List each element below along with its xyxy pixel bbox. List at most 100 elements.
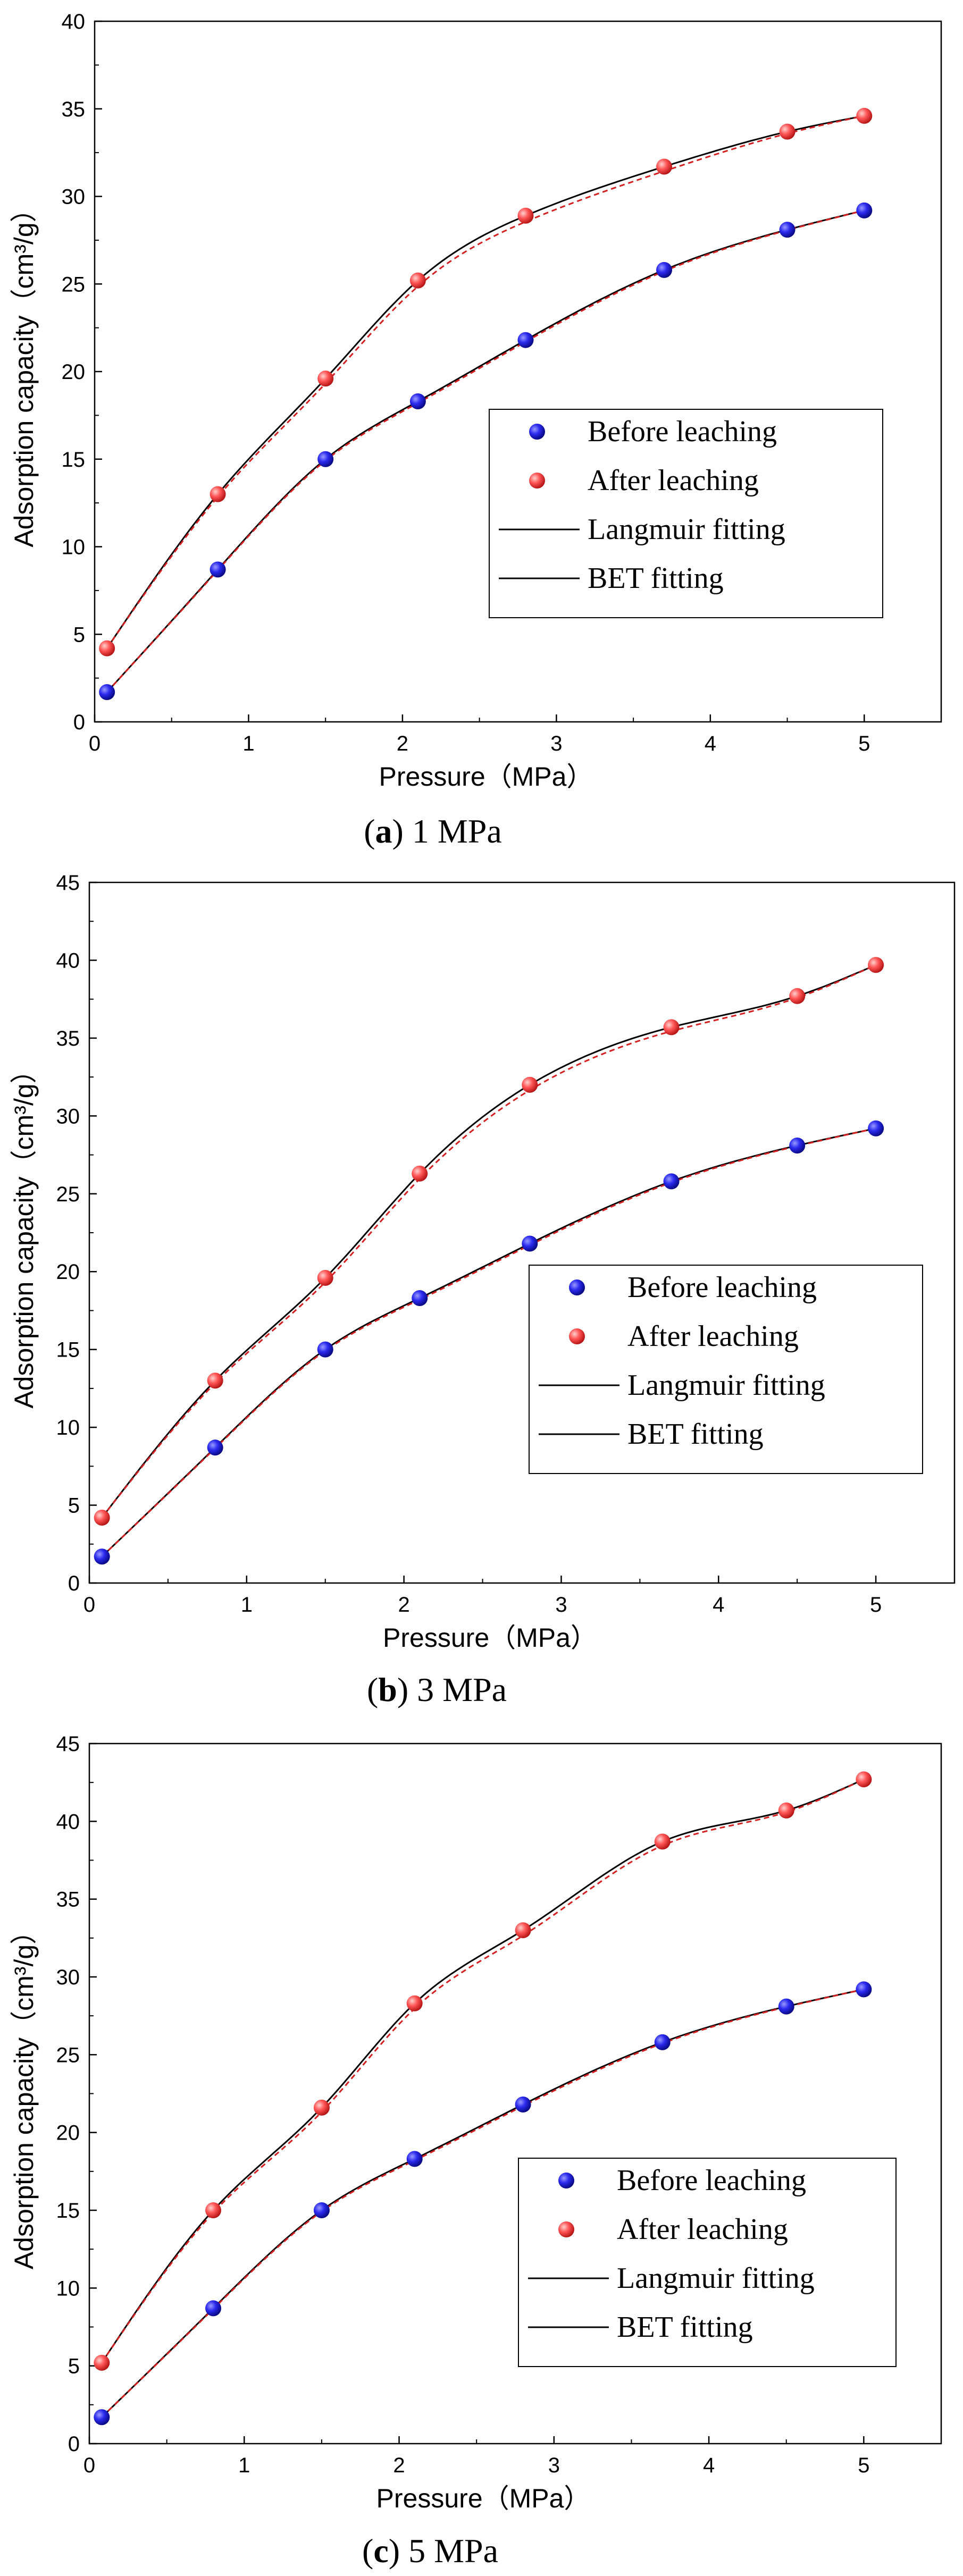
y-tick-label: 25 bbox=[56, 1183, 80, 1206]
legend-langmuir-fitting-label: Langmuir fitting bbox=[627, 1369, 825, 1402]
before-leaching-point bbox=[210, 561, 226, 578]
y-tick-label: 20 bbox=[56, 2122, 80, 2145]
x-tick-label: 0 bbox=[83, 2454, 95, 2477]
legend-box bbox=[518, 2158, 897, 2367]
after-leaching-point bbox=[317, 371, 334, 387]
y-tick-label: 35 bbox=[56, 1888, 80, 1912]
y-tick-label: 20 bbox=[56, 1260, 80, 1284]
y-tick-label: 10 bbox=[62, 536, 86, 559]
after-leaching-point bbox=[778, 1802, 794, 1819]
before-leaching-point bbox=[856, 202, 873, 218]
after-leaching-point bbox=[654, 1833, 671, 1850]
legend-before-leaching-marker bbox=[569, 1279, 585, 1295]
before-leaching-point bbox=[406, 2151, 423, 2167]
y-tick-label: 30 bbox=[56, 1966, 80, 1989]
legend-box bbox=[489, 409, 883, 618]
x-tick-label: 2 bbox=[398, 1593, 410, 1617]
x-tick-label: 5 bbox=[870, 1593, 882, 1617]
y-tick-label: 40 bbox=[56, 949, 80, 972]
after-leaching-point bbox=[789, 988, 806, 1004]
y-tick-label: 40 bbox=[62, 10, 86, 33]
x-axis-title: Pressure（MPa） bbox=[379, 762, 593, 792]
before-leaching-point bbox=[663, 1173, 680, 1190]
y-tick-label: 10 bbox=[56, 1416, 80, 1439]
y-tick-label: 30 bbox=[62, 186, 86, 209]
before-leaching-point bbox=[99, 684, 115, 700]
after-leaching-point bbox=[856, 107, 873, 124]
before-leaching-point bbox=[656, 262, 672, 278]
before-leaching-point bbox=[313, 2202, 330, 2218]
after-leaching-point bbox=[522, 1076, 538, 1093]
legend-bet-fitting-label: BET fitting bbox=[627, 1418, 764, 1451]
after-leaching-point bbox=[210, 486, 226, 502]
panel-caption: (b) 3 MPa bbox=[367, 1671, 507, 1708]
legend-after-leaching-marker bbox=[558, 2221, 574, 2237]
legend-before-leaching-label: Before leaching bbox=[588, 415, 777, 448]
y-tick-label: 45 bbox=[56, 1732, 80, 1756]
x-axis-title: Pressure（MPa） bbox=[383, 1623, 597, 1653]
x-tick-label: 3 bbox=[555, 1593, 567, 1617]
y-tick-label: 40 bbox=[56, 1810, 80, 1833]
langmuir-fit-curve bbox=[106, 209, 865, 693]
x-tick-label: 0 bbox=[89, 732, 101, 755]
x-tick-label: 2 bbox=[397, 732, 408, 755]
legend-before-leaching-marker bbox=[558, 2173, 574, 2188]
legend-box bbox=[529, 1265, 923, 1474]
x-tick-label: 2 bbox=[393, 2454, 405, 2477]
panel-caption: (c) 5 MPa bbox=[362, 2532, 498, 2570]
bet-fit-curve bbox=[106, 115, 865, 649]
after-leaching-point bbox=[94, 1509, 110, 1526]
y-tick-label: 10 bbox=[56, 2277, 80, 2300]
before-leaching-point bbox=[94, 1548, 110, 1565]
after-leaching-point bbox=[868, 957, 884, 973]
y-tick-label: 35 bbox=[56, 1027, 80, 1050]
legend-before-leaching-marker bbox=[529, 424, 545, 440]
y-axis-title: Adsorption capacity（cm³/g） bbox=[9, 196, 39, 547]
after-leaching-point bbox=[317, 1269, 333, 1286]
legend-before-leaching-label: Before leaching bbox=[627, 1271, 817, 1304]
bet-fit-curve bbox=[101, 1127, 876, 1558]
y-tick-label: 5 bbox=[68, 2355, 80, 2378]
x-axis-title: Pressure（MPa） bbox=[376, 2484, 591, 2513]
bet-fit-curve bbox=[101, 1778, 865, 2363]
legend-after-leaching-marker bbox=[569, 1328, 585, 1344]
legend-after-leaching-marker bbox=[529, 473, 545, 489]
y-tick-label: 15 bbox=[62, 448, 86, 472]
before-leaching-point bbox=[856, 1981, 872, 1998]
y-axis-title: Adsorption capacity（cm³/g） bbox=[9, 1918, 39, 2269]
x-tick-label: 5 bbox=[858, 732, 870, 755]
after-leaching-point bbox=[406, 1995, 423, 2011]
after-leaching-point bbox=[515, 1922, 531, 1939]
after-leaching-point bbox=[99, 640, 115, 656]
plot-frame bbox=[88, 881, 956, 1584]
langmuir-fit-curve bbox=[101, 964, 876, 1518]
y-tick-label: 5 bbox=[73, 623, 85, 646]
x-tick-label: 5 bbox=[858, 2454, 869, 2477]
before-leaching-point bbox=[412, 1290, 428, 1307]
y-tick-label: 5 bbox=[68, 1494, 80, 1518]
before-leaching-point bbox=[517, 332, 534, 348]
y-tick-label: 15 bbox=[56, 2199, 80, 2223]
legend-bet-fitting-label: BET fitting bbox=[617, 2311, 753, 2344]
langmuir-fit-curve bbox=[101, 1778, 865, 2363]
after-leaching-point bbox=[779, 123, 795, 140]
before-leaching-point bbox=[205, 2300, 222, 2317]
panel-caption: (a) 1 MPa bbox=[364, 812, 502, 850]
after-leaching-point bbox=[856, 1771, 872, 1788]
before-leaching-point bbox=[409, 393, 426, 410]
x-tick-label: 3 bbox=[548, 2454, 560, 2477]
before-leaching-point bbox=[317, 1341, 333, 1358]
y-tick-label: 0 bbox=[73, 711, 85, 734]
y-tick-label: 45 bbox=[56, 871, 80, 895]
before-leaching-point bbox=[317, 451, 334, 467]
x-tick-label: 4 bbox=[713, 1593, 724, 1617]
legend-after-leaching-label: After leaching bbox=[627, 1320, 799, 1353]
x-tick-label: 0 bbox=[83, 1593, 95, 1617]
before-leaching-point bbox=[654, 2034, 671, 2050]
y-tick-label: 15 bbox=[56, 1338, 80, 1362]
before-leaching-point bbox=[515, 2096, 531, 2112]
x-tick-label: 4 bbox=[703, 2454, 715, 2477]
legend-bet-fitting-label: BET fitting bbox=[588, 562, 724, 595]
y-tick-label: 25 bbox=[56, 2043, 80, 2067]
